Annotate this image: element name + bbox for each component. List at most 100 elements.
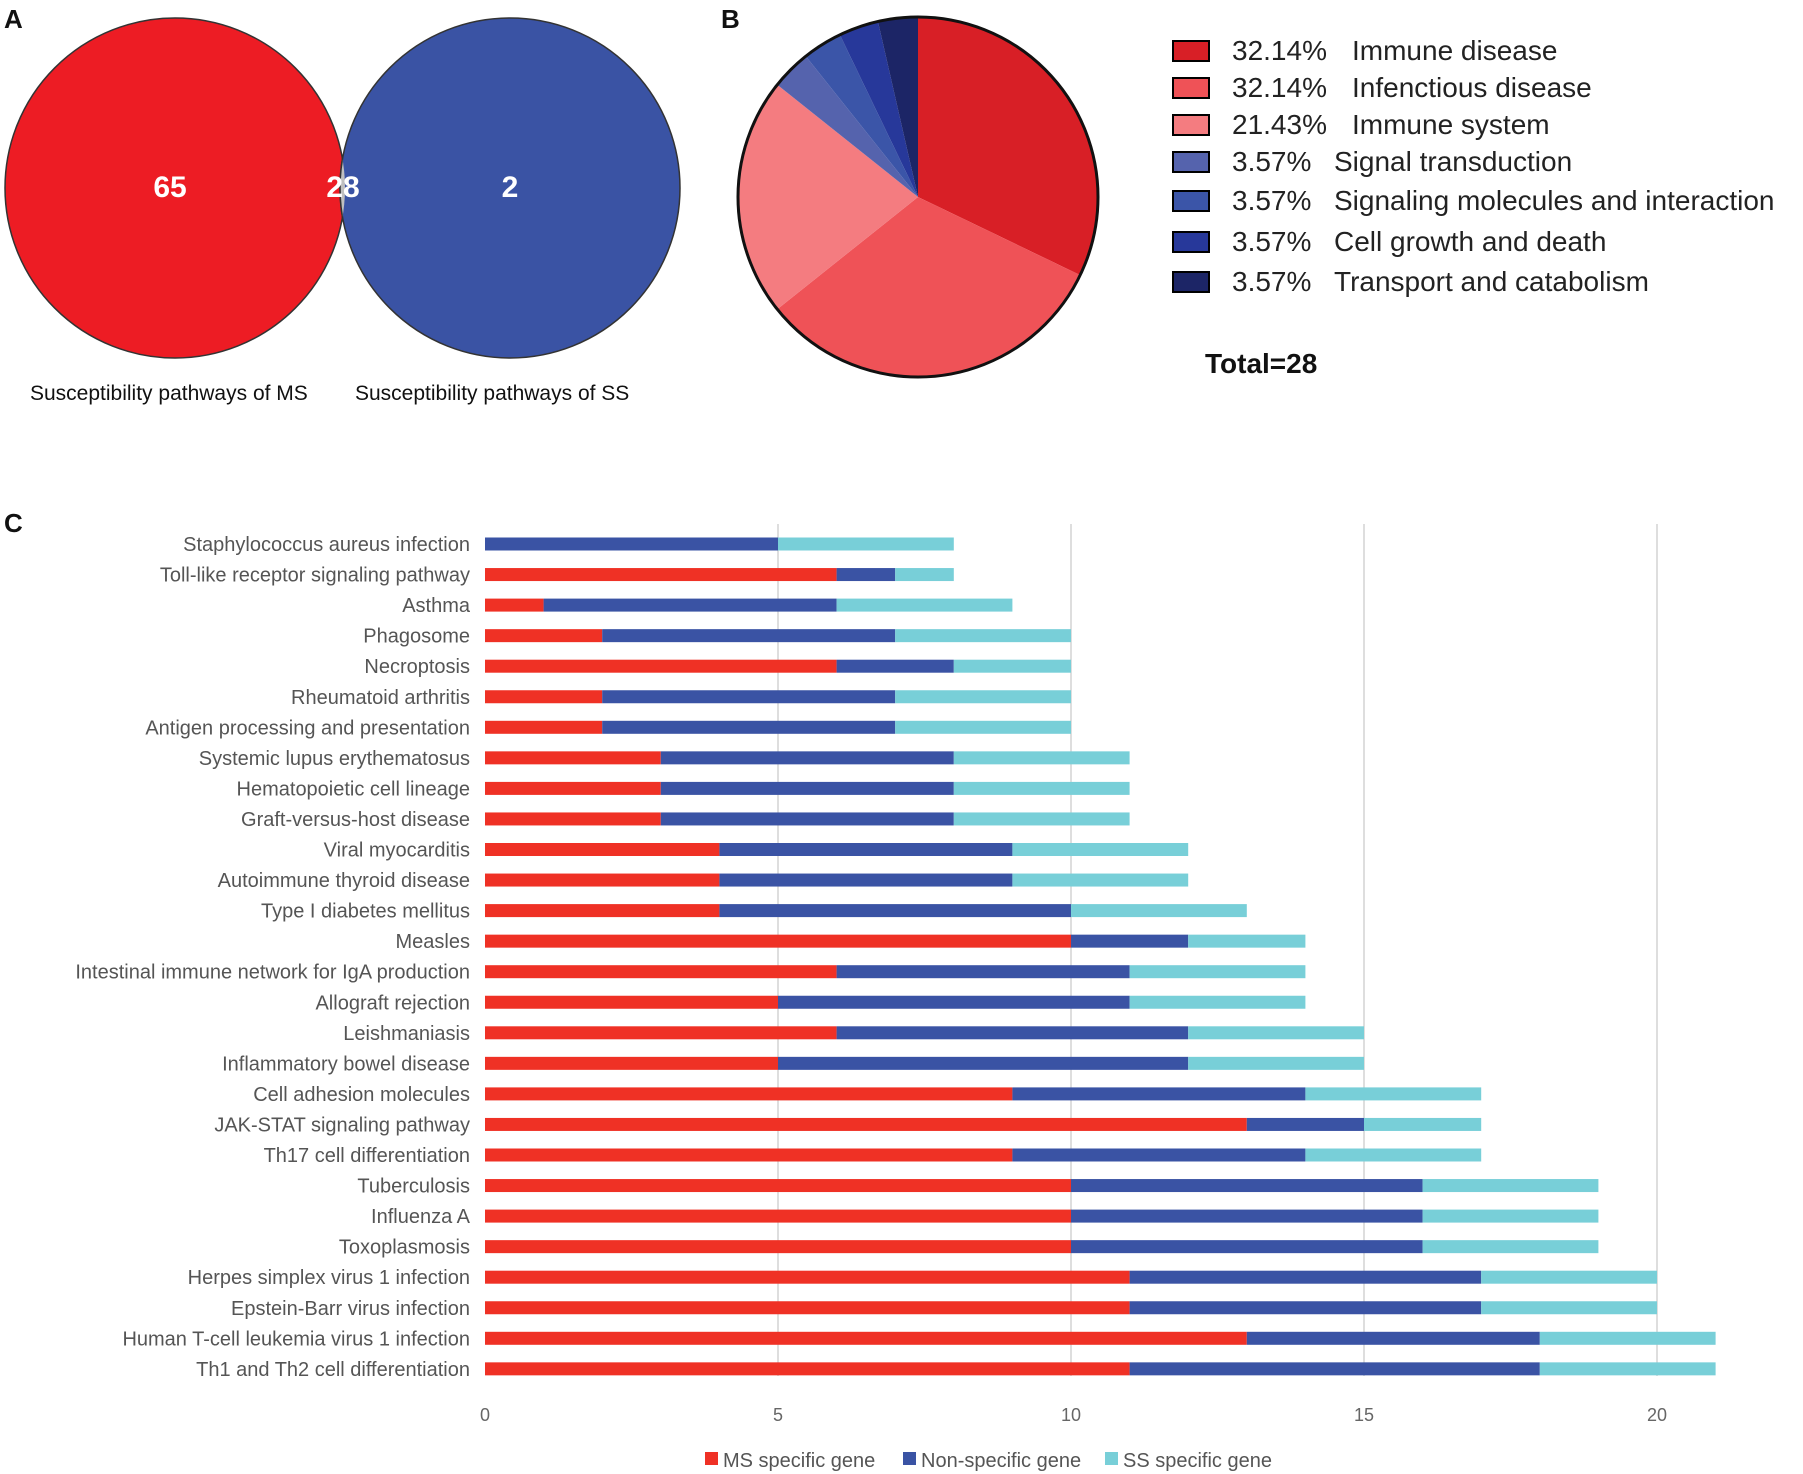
bar-segment-non-specific-gene	[1012, 1087, 1306, 1101]
bar-segment-ss-specific-gene	[895, 629, 1071, 643]
venn-diagram: 65 28 2	[4, 17, 681, 359]
bar-segment-ss-specific-gene	[1012, 873, 1189, 887]
category-label: Asthma	[402, 595, 471, 617]
bar-segment-ss-specific-gene	[1188, 934, 1306, 948]
category-label: Viral myocarditis	[324, 840, 470, 862]
category-label: Hematopoietic cell lineage	[237, 778, 470, 800]
category-label: Herpes simplex virus 1 infection	[188, 1267, 470, 1289]
bar-segment-ms-specific-gene	[485, 1362, 1130, 1376]
bar-segment-ms-specific-gene	[485, 873, 720, 887]
legend-label: Infenctious disease	[1352, 72, 1592, 103]
bar-segment-non-specific-gene	[719, 904, 1071, 918]
panel-label-a: A	[4, 4, 23, 34]
category-label: Th17 cell differentiation	[264, 1145, 470, 1167]
bar-segment-ms-specific-gene	[485, 965, 837, 979]
venn-right-count: 2	[502, 171, 519, 204]
bar-segment-ss-specific-gene	[1012, 843, 1189, 856]
bar-segment-non-specific-gene	[836, 659, 954, 673]
bar-segment-non-specific-gene	[836, 965, 1130, 979]
bar-segment-ss-specific-gene	[953, 659, 1071, 673]
bar-segment-ss-specific-gene	[1422, 1209, 1599, 1223]
bar-segment-ms-specific-gene	[485, 1179, 1071, 1193]
category-label: Human T-cell leukemia virus 1 infection	[122, 1328, 470, 1350]
bar-segment-ms-specific-gene	[485, 1209, 1071, 1223]
pie-slice-cell-growth-and-death	[839, 21, 918, 197]
category-label: Staphylococcus aureus infection	[183, 534, 470, 556]
bar-segment-ms-specific-gene	[485, 720, 603, 734]
bar-segment-ss-specific-gene	[895, 690, 1071, 704]
bar-segment-non-specific-gene	[602, 690, 896, 704]
category-label: Measles	[396, 931, 470, 953]
legend-percent: 3.57%	[1232, 266, 1312, 297]
category-label: Leishmaniasis	[343, 1023, 470, 1045]
category-label: Toxoplasmosis	[339, 1237, 470, 1259]
legend-swatch	[1172, 231, 1210, 253]
bar-segment-ms-specific-gene	[485, 1087, 1013, 1101]
category-label: Allograft rejection	[315, 992, 470, 1014]
legend-swatch	[1172, 151, 1210, 173]
bar-segment-ss-specific-gene	[895, 720, 1071, 734]
category-label: Necroptosis	[364, 656, 470, 678]
bar-segment-ss-specific-gene	[1305, 1087, 1482, 1101]
pie-slice-signaling-molecules-and-interaction	[805, 34, 918, 197]
bar-segment-ms-specific-gene	[485, 934, 1071, 948]
bar-segment-ss-specific-gene	[1422, 1240, 1599, 1254]
legend-percent: 32.14%	[1232, 35, 1327, 66]
x-tick-label: 20	[1647, 1405, 1667, 1425]
bar-segment-non-specific-gene	[1071, 1179, 1423, 1193]
bar-segment-ss-specific-gene	[778, 537, 954, 551]
bar-segment-ms-specific-gene	[485, 568, 837, 582]
legend-swatch	[1172, 271, 1210, 293]
legend-percent: 21.43%	[1232, 109, 1327, 140]
bar-segment-non-specific-gene	[1129, 1301, 1482, 1315]
category-label: Epstein-Barr virus infection	[231, 1298, 470, 1320]
category-label: Type I diabetes mellitus	[261, 901, 470, 923]
pie-chart	[736, 15, 1100, 379]
legend-swatch	[1172, 40, 1210, 62]
category-label: Rheumatoid arthritis	[291, 687, 470, 709]
bar-segment-ms-specific-gene	[485, 1056, 778, 1070]
bar-segment-ms-specific-gene	[485, 812, 661, 826]
bar-segment-non-specific-gene	[1246, 1331, 1540, 1345]
venn-overlap	[339, 18, 345, 358]
bar-segment-ss-specific-gene	[1364, 1117, 1482, 1131]
venn-left-count: 65	[153, 171, 186, 204]
category-label: Phagosome	[363, 626, 470, 648]
bar-segment-non-specific-gene	[1012, 1148, 1306, 1162]
legend-label: Immune system	[1352, 109, 1550, 140]
bar-segment-non-specific-gene	[1071, 1209, 1423, 1223]
pie-legend-item: 3.57% Transport and catabolism	[1172, 265, 1649, 299]
bar-segment-non-specific-gene	[836, 1026, 1189, 1040]
bar-segment-ss-specific-gene	[1539, 1331, 1716, 1345]
bar-segment-ss-specific-gene	[1188, 1056, 1364, 1070]
bar-segment-ms-specific-gene	[485, 904, 720, 918]
bar-segment-ms-specific-gene	[485, 1301, 1130, 1315]
bar-segment-ms-specific-gene	[485, 1270, 1130, 1284]
pie-slice-signal-transduction	[777, 56, 918, 198]
bar-segment-ss-specific-gene	[1481, 1270, 1657, 1284]
bar-segment-non-specific-gene	[660, 751, 954, 765]
bar-segment-non-specific-gene	[485, 537, 778, 551]
x-tick-label: 15	[1354, 1405, 1374, 1425]
panel-label-b: B	[721, 4, 740, 34]
bar-segment-non-specific-gene	[660, 812, 954, 826]
legend-label: Immune disease	[1352, 35, 1558, 66]
panel-label-c: C	[4, 508, 23, 538]
legend-percent: 3.57%	[1232, 146, 1312, 177]
bar-segment-non-specific-gene	[719, 873, 1013, 887]
bar-segment-ms-specific-gene	[485, 629, 603, 643]
bar-segment-ss-specific-gene	[1071, 904, 1247, 918]
pie-slice-infenctious-disease	[777, 197, 1081, 377]
bar-segment-non-specific-gene	[543, 598, 837, 612]
bar-segment-non-specific-gene	[1071, 934, 1189, 948]
bar-segment-ms-specific-gene	[485, 781, 661, 795]
bar-segment-non-specific-gene	[660, 781, 954, 795]
bar-segment-non-specific-gene	[719, 843, 1013, 856]
pie-legend-item: 32.14% Infenctious disease	[1172, 71, 1592, 105]
category-label: Cell adhesion molecules	[253, 1084, 470, 1106]
venn-left-caption: Susceptibility pathways of MS	[30, 382, 308, 405]
bar-segment-non-specific-gene	[778, 1056, 1189, 1070]
category-label: Autoimmune thyroid disease	[218, 870, 470, 892]
bar-legend-swatch	[1105, 1452, 1118, 1465]
bar-segment-ss-specific-gene	[895, 568, 954, 582]
